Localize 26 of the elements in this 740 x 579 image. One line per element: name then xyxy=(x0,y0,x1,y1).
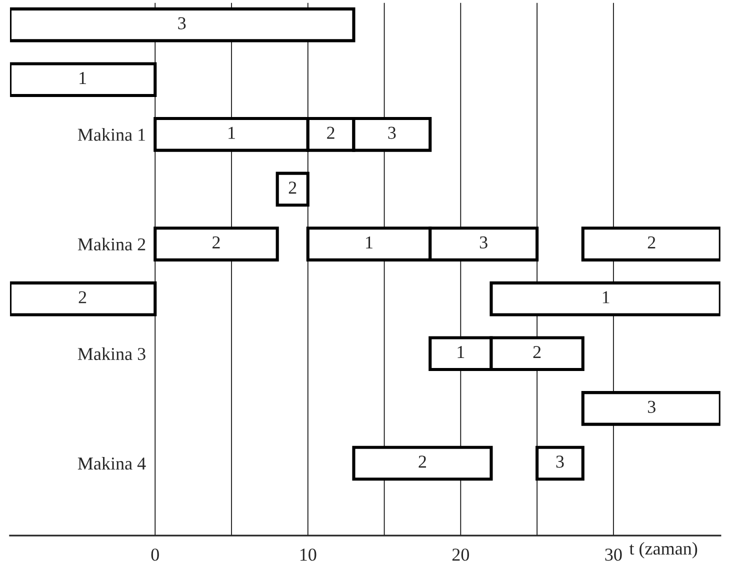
text: 2 xyxy=(418,456,426,468)
y-tick-label: Makina 3 xyxy=(78,347,146,360)
y-tick-label: Makina 2 xyxy=(78,238,146,250)
text: 1 xyxy=(80,72,86,84)
x-tick-label: 20 xyxy=(452,548,470,561)
series-label: 1 xyxy=(228,126,235,139)
text: 2 xyxy=(78,291,86,304)
text: 3 xyxy=(388,126,396,139)
text: 1 xyxy=(602,291,610,304)
series-label: 2 xyxy=(648,236,656,248)
series-label: 3 xyxy=(556,456,564,468)
y-tick-label: Makina 1 xyxy=(78,128,146,141)
text: 2 xyxy=(327,126,334,139)
x-tick-label: 10 xyxy=(300,548,316,561)
y-tick-label: Makina 4 xyxy=(78,456,146,470)
text: 3 xyxy=(178,17,186,30)
text: 3 xyxy=(648,400,656,413)
x-tick-label: 0 xyxy=(151,548,159,561)
text: 1 xyxy=(366,236,372,248)
x-axis-title: t (zaman) xyxy=(629,542,698,558)
text: 2 xyxy=(288,182,296,194)
text: 1 xyxy=(458,346,464,358)
text: 3 xyxy=(480,236,488,249)
series-label: 2 xyxy=(533,346,541,358)
text: 2 xyxy=(212,236,220,248)
x-tick-label: 30 xyxy=(605,548,622,561)
